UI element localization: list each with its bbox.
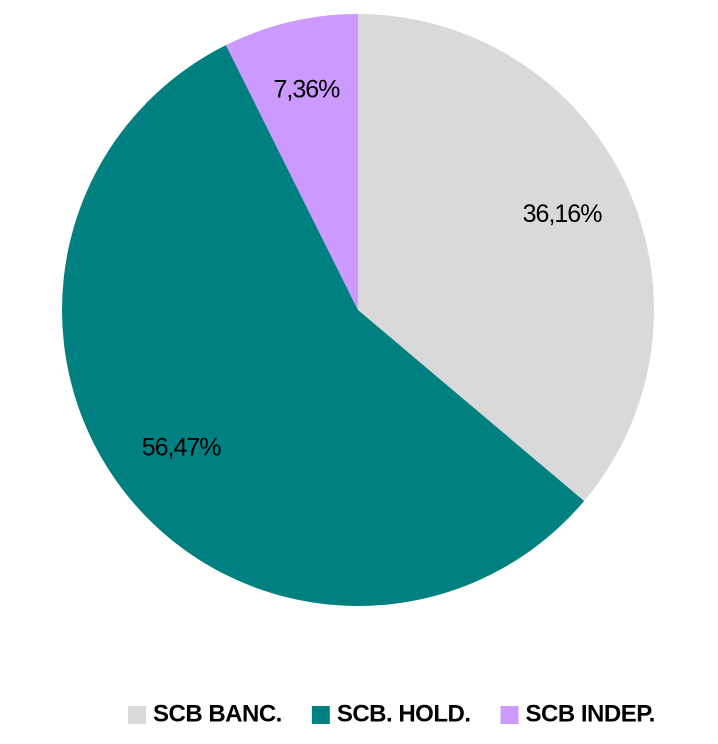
pie-slice — [62, 45, 585, 607]
data-label: 7,36% — [273, 76, 340, 104]
legend-label: SCB INDEP. — [526, 700, 655, 727]
legend-swatch — [500, 706, 519, 724]
data-label: 56,47% — [142, 434, 222, 462]
legend-swatch — [311, 706, 330, 724]
legend-swatch — [128, 706, 146, 724]
legend-label: SCB BANC. — [153, 700, 282, 727]
pie-slice — [358, 14, 655, 502]
legend-label: SCB. HOLD. — [337, 700, 471, 727]
pie-slice — [225, 14, 358, 310]
data-label: 36,16% — [523, 200, 603, 228]
